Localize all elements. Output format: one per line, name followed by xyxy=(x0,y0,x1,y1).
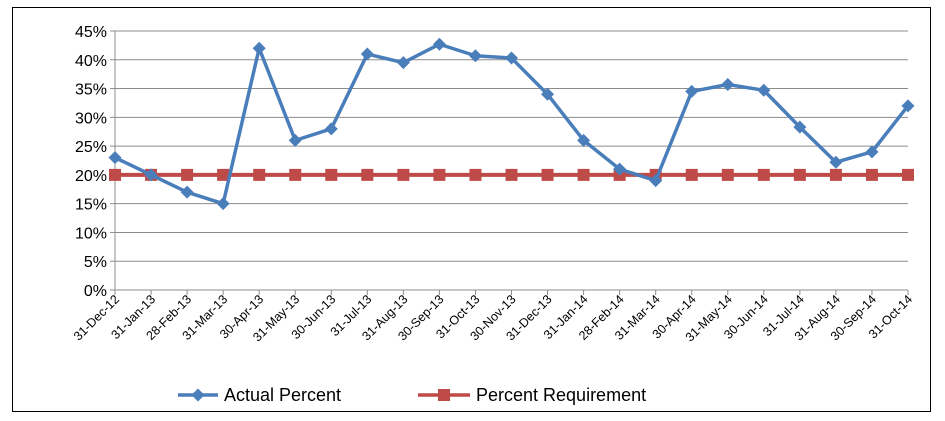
data-point-square xyxy=(109,168,121,181)
legend-label: Percent Requirement xyxy=(476,385,646,405)
data-point-diamond xyxy=(541,87,555,101)
data-point-diamond xyxy=(288,133,302,147)
y-tick-label: 5% xyxy=(84,254,107,271)
data-point-diamond xyxy=(829,155,843,169)
data-point-diamond xyxy=(468,49,482,63)
data-point-square xyxy=(541,168,554,181)
data-point-diamond xyxy=(432,37,446,51)
data-point-diamond xyxy=(685,84,699,98)
y-tick-label: 15% xyxy=(75,197,107,214)
data-point-square xyxy=(361,168,374,181)
data-point-diamond xyxy=(757,83,771,97)
data-point-diamond xyxy=(360,47,374,61)
data-point-square xyxy=(577,168,590,181)
y-tick-label: 0% xyxy=(84,283,107,300)
data-point-square xyxy=(289,168,302,181)
data-point-diamond xyxy=(577,133,591,147)
data-point-diamond xyxy=(324,122,338,136)
data-point-diamond xyxy=(649,174,663,188)
y-tick-label: 35% xyxy=(75,82,107,99)
legend-label: Actual Percent xyxy=(224,385,341,405)
y-tick-label: 10% xyxy=(75,225,107,242)
data-point-square xyxy=(902,168,914,181)
data-point-square xyxy=(253,168,266,181)
data-point-diamond xyxy=(396,56,410,70)
data-point-square xyxy=(469,168,482,181)
y-tick-label: 40% xyxy=(75,53,107,70)
x-axis: 31-Dec-1231-Jan-1328-Feb-1331-Mar-1330-A… xyxy=(71,289,915,344)
y-tick-label: 20% xyxy=(75,168,107,185)
data-point-square xyxy=(325,168,338,181)
data-point-diamond xyxy=(613,162,627,176)
data-point-diamond xyxy=(252,41,266,55)
data-point-square xyxy=(505,168,518,181)
legend-item: Percent Requirement xyxy=(418,385,646,405)
data-point-diamond xyxy=(901,99,915,113)
y-tick-label: 45% xyxy=(75,24,107,41)
data-point-square xyxy=(865,168,878,181)
y-tick-label: 30% xyxy=(75,110,107,127)
data-point-square xyxy=(397,168,410,181)
data-point-diamond xyxy=(505,51,518,65)
series-layer xyxy=(108,37,915,211)
data-point-diamond xyxy=(721,78,735,92)
data-point-diamond xyxy=(865,145,879,159)
data-point-diamond xyxy=(180,185,194,199)
data-point-square xyxy=(433,168,446,181)
y-tick-label: 25% xyxy=(75,139,107,156)
legend-marker-square xyxy=(438,389,450,401)
gridlines xyxy=(115,30,908,262)
data-point-square xyxy=(217,168,230,181)
legend-item: Actual Percent xyxy=(178,385,341,405)
data-point-square xyxy=(721,168,734,181)
chart-frame xyxy=(12,7,931,412)
legend-marker-diamond xyxy=(191,388,205,402)
data-point-square xyxy=(685,168,698,181)
data-point-square xyxy=(181,168,194,181)
data-point-square xyxy=(829,168,842,181)
data-point-square xyxy=(757,168,770,181)
data-point-diamond xyxy=(793,120,807,134)
series-actual-percent xyxy=(108,37,915,211)
legend: Actual Percent Percent Requirement xyxy=(178,385,646,405)
data-point-diamond xyxy=(216,197,230,211)
data-point-diamond xyxy=(144,168,158,182)
y-axis: 0% 5% 10% 15% 20% 25% 30% 35% 40% 45% xyxy=(75,24,116,300)
data-point-square xyxy=(793,168,806,181)
data-point-diamond xyxy=(108,151,122,165)
